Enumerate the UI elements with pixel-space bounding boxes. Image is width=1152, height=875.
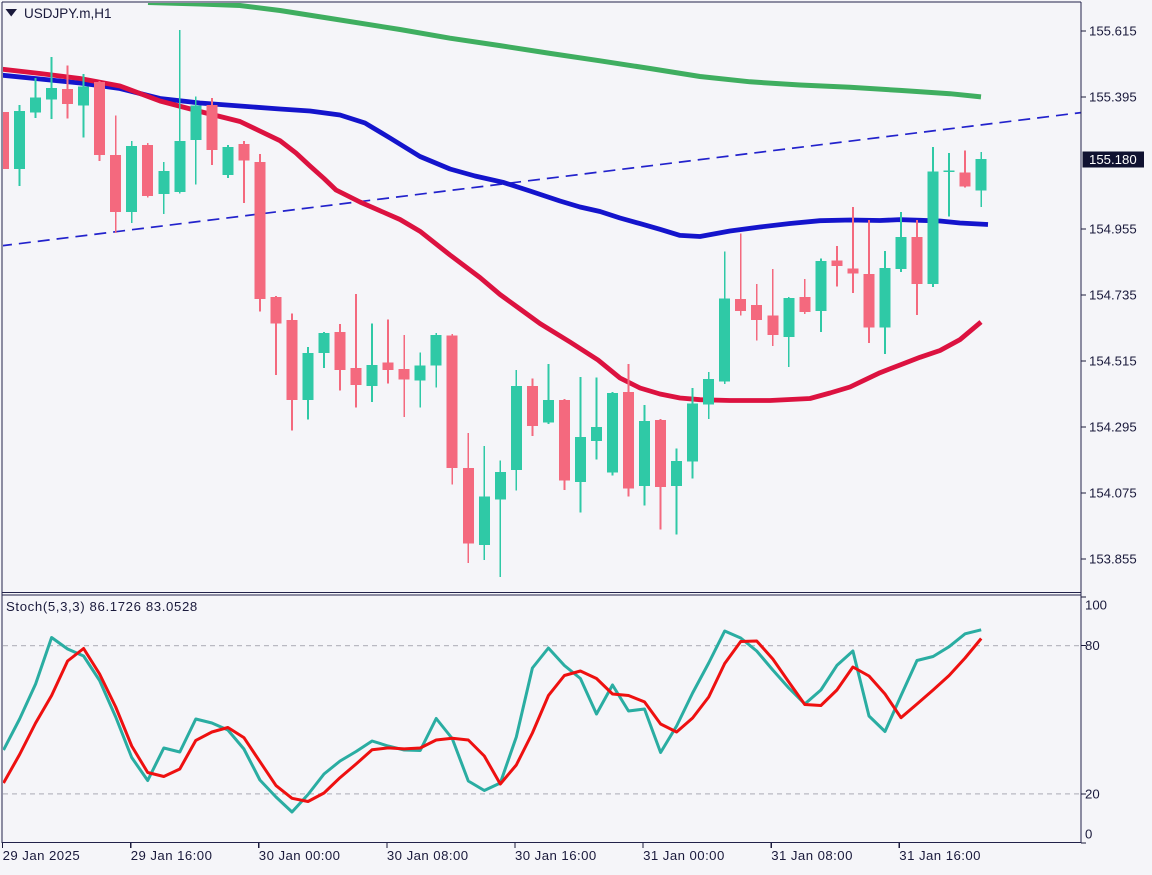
svg-text:80: 80 (1085, 638, 1100, 653)
svg-text:155.180: 155.180 (1089, 152, 1137, 167)
svg-text:29 Jan 16:00: 29 Jan 16:00 (131, 848, 213, 863)
svg-text:153.855: 153.855 (1089, 552, 1137, 567)
svg-text:0: 0 (1085, 827, 1092, 842)
svg-text:30 Jan 00:00: 30 Jan 00:00 (259, 848, 341, 863)
svg-text:100: 100 (1085, 598, 1107, 613)
svg-text:30 Jan 08:00: 30 Jan 08:00 (387, 848, 469, 863)
svg-text:155.395: 155.395 (1089, 90, 1137, 105)
svg-text:31 Jan 16:00: 31 Jan 16:00 (899, 848, 981, 863)
svg-text:20: 20 (1085, 787, 1100, 802)
svg-text:154.075: 154.075 (1089, 486, 1137, 501)
svg-text:154.955: 154.955 (1089, 222, 1137, 237)
svg-text:31 Jan 00:00: 31 Jan 00:00 (643, 848, 725, 863)
svg-text:155.615: 155.615 (1089, 24, 1137, 39)
svg-text:29 Jan 2025: 29 Jan 2025 (3, 848, 81, 863)
svg-text:154.735: 154.735 (1089, 288, 1137, 303)
svg-text:Stoch(5,3,3) 86.1726 83.0528: Stoch(5,3,3) 86.1726 83.0528 (6, 599, 198, 614)
svg-text:31 Jan 08:00: 31 Jan 08:00 (771, 848, 853, 863)
svg-text:154.515: 154.515 (1089, 354, 1137, 369)
svg-text:154.295: 154.295 (1089, 420, 1137, 435)
svg-text:30 Jan 16:00: 30 Jan 16:00 (515, 848, 597, 863)
svg-text:USDJPY.m,H1: USDJPY.m,H1 (24, 6, 112, 21)
